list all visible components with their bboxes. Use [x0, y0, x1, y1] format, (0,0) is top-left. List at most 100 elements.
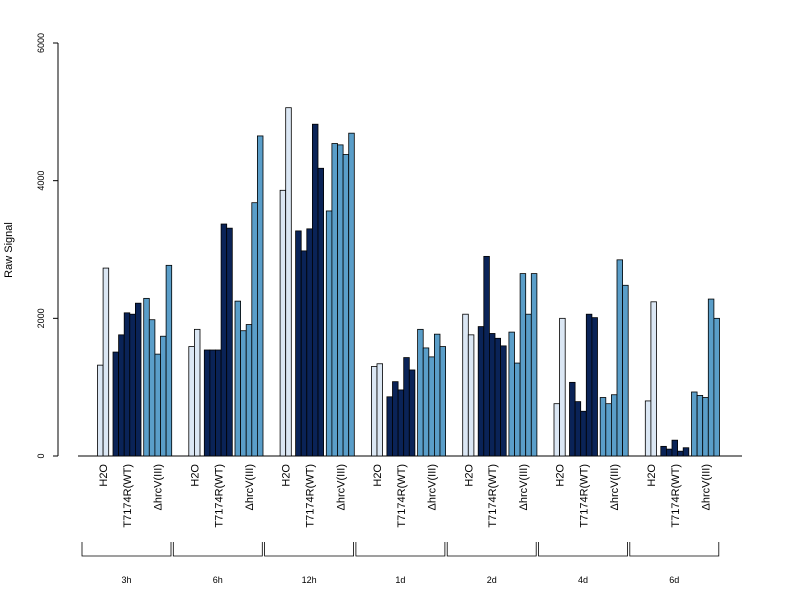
bar-12h-T7174RWT-4: [311, 123, 319, 457]
bar-6d-hrcVIII-1: [691, 391, 698, 457]
category-label: T7174R(WT): [487, 464, 499, 528]
group-label: 1d: [395, 575, 405, 585]
bar-6d-T7174RWT-3: [671, 439, 678, 457]
bar-2d-T7174RWT-5: [500, 345, 507, 457]
group-bracket: [446, 542, 537, 557]
bar-1d-hrcVIII-1: [417, 328, 424, 457]
category-labels: H2O T7174R(WT) ΔhrcV(III) H2O T7174R(WT) Δhrc…: [98, 464, 712, 528]
bar-3h-T7174RWT-4: [129, 313, 136, 457]
bar-6h-T7174RWT-2: [209, 349, 216, 457]
bar-4d-H2O-1: [553, 403, 560, 457]
bar-6h-hrcVIII-1: [234, 300, 241, 457]
bars: [97, 107, 720, 457]
bar-12h-H2O-2: [285, 107, 292, 457]
group-label: 6d: [669, 575, 679, 585]
bar-12h-T7174RWT-2: [300, 250, 308, 457]
bar-2d-H2O-1: [462, 313, 469, 457]
y-tick-label: 0: [36, 453, 46, 458]
bar-12h-H2O-1: [279, 189, 287, 457]
bar-4d-T7174RWT-2: [574, 401, 582, 457]
bar-6h-hrcVIII-5: [256, 135, 264, 457]
bar-3h-hrcVIII-2: [148, 319, 156, 457]
bar-6d-hrcVIII-5: [713, 317, 720, 457]
group-bracket: [538, 542, 628, 557]
bar-6d-H2O-2: [650, 301, 657, 457]
bar-3h-T7174RWT-1: [112, 351, 119, 457]
group-label: 3h: [121, 575, 131, 585]
category-label: T7174R(WT): [305, 464, 317, 528]
bar-3h-T7174RWT-3: [123, 312, 131, 457]
bar-2d-hrcVIII-4: [525, 313, 532, 457]
bar-1d-hrcVIII-3: [428, 356, 435, 457]
bar-6h-T7174RWT-1: [203, 349, 211, 457]
bar-1d-H2O-2: [376, 363, 383, 457]
bar-4d-H2O-2: [559, 317, 566, 457]
group-label: 12h: [302, 575, 317, 585]
bar-6h-hrcVIII-4: [251, 202, 258, 457]
bar-4d-hrcVIII-3: [611, 394, 618, 457]
bar-4d-T7174RWT-5: [591, 317, 598, 457]
category-label: H2O: [646, 464, 658, 487]
bar-4d-hrcVIII-1: [599, 397, 607, 457]
bar-2d-T7174RWT-2: [483, 255, 490, 457]
bar-2d-hrcVIII-2: [514, 362, 521, 457]
group-bracket: [172, 542, 263, 557]
bar-3h-H2O-2: [102, 267, 110, 457]
category-label: H2O: [463, 464, 475, 487]
bar-3h-H2O-1: [97, 364, 104, 457]
category-label: T7174R(WT): [213, 464, 225, 528]
y-tick-label: 2000: [36, 308, 46, 328]
bar-3h-T7174RWT-2: [118, 334, 125, 457]
bar-1d-hrcVIII-4: [433, 333, 441, 457]
category-label: ΔhrcV(III): [427, 464, 439, 510]
bar-2d-T7174RWT-3: [488, 333, 496, 457]
group-label: 2d: [487, 575, 497, 585]
y-tick-label: 4000: [36, 171, 46, 191]
bar-6h-H2O-2: [193, 328, 201, 457]
bar-6h-hrcVIII-2: [240, 330, 247, 457]
category-label: ΔhrcV(III): [609, 464, 621, 510]
bar-12h-hrcVIII-3: [337, 144, 344, 457]
bar-6h-T7174RWT-4: [220, 223, 228, 457]
category-label: ΔhrcV(III): [701, 464, 713, 510]
bar-12h-hrcVIII-4: [342, 154, 350, 457]
group-bracket: [355, 542, 446, 557]
bar-3h-hrcVIII-5: [165, 264, 173, 457]
bar-6h-H2O-1: [188, 346, 195, 457]
group-label: 4d: [578, 575, 588, 585]
bar-6h-hrcVIII-3: [245, 324, 253, 457]
bar-4d-T7174RWT-4: [585, 313, 593, 457]
group-label: 6h: [213, 575, 223, 585]
category-label: ΔhrcV(III): [518, 464, 530, 510]
bar-4d-T7174RWT-3: [580, 410, 587, 457]
bar-6d-hrcVIII-2: [696, 395, 704, 457]
bar-6h-T7174RWT-3: [215, 349, 222, 457]
bar-2d-hrcVIII-5: [530, 273, 538, 457]
bar-4d-hrcVIII-4: [616, 259, 623, 457]
bar-1d-T7174RWT-3: [397, 389, 405, 457]
bar-6d-H2O-1: [644, 400, 652, 457]
bar-6d-T7174RWT-4: [677, 450, 684, 457]
category-label: T7174R(WT): [579, 464, 591, 528]
bar-4d-hrcVIII-5: [622, 284, 629, 457]
bar-2d-T7174RWT-1: [477, 326, 485, 457]
category-label: T7174R(WT): [396, 464, 408, 528]
category-label: T7174R(WT): [122, 464, 134, 528]
bar-12h-hrcVIII-2: [331, 143, 338, 457]
bar-1d-T7174RWT-2: [392, 381, 399, 457]
category-label: H2O: [372, 464, 384, 487]
bar-6d-T7174RWT-1: [660, 445, 667, 457]
category-label: ΔhrcV(III): [335, 464, 347, 510]
bar-12h-hrcVIII-5: [348, 132, 355, 457]
group-brackets: 3h 6h 12h 1d 2d 4d 6d: [81, 542, 720, 585]
bar-6d-T7174RWT-5: [682, 447, 690, 457]
bar-1d-T7174RWT-1: [386, 396, 393, 457]
bar-6d-hrcVIII-3: [702, 397, 709, 457]
bar-2d-hrcVIII-1: [508, 331, 515, 457]
category-label: H2O: [98, 464, 110, 487]
bar-6d-hrcVIII-4: [707, 298, 715, 457]
bar-12h-T7174RWT-3: [306, 228, 313, 457]
group-bracket: [264, 542, 354, 557]
category-label: H2O: [189, 464, 201, 487]
bar-12h-T7174RWT-5: [317, 167, 324, 457]
